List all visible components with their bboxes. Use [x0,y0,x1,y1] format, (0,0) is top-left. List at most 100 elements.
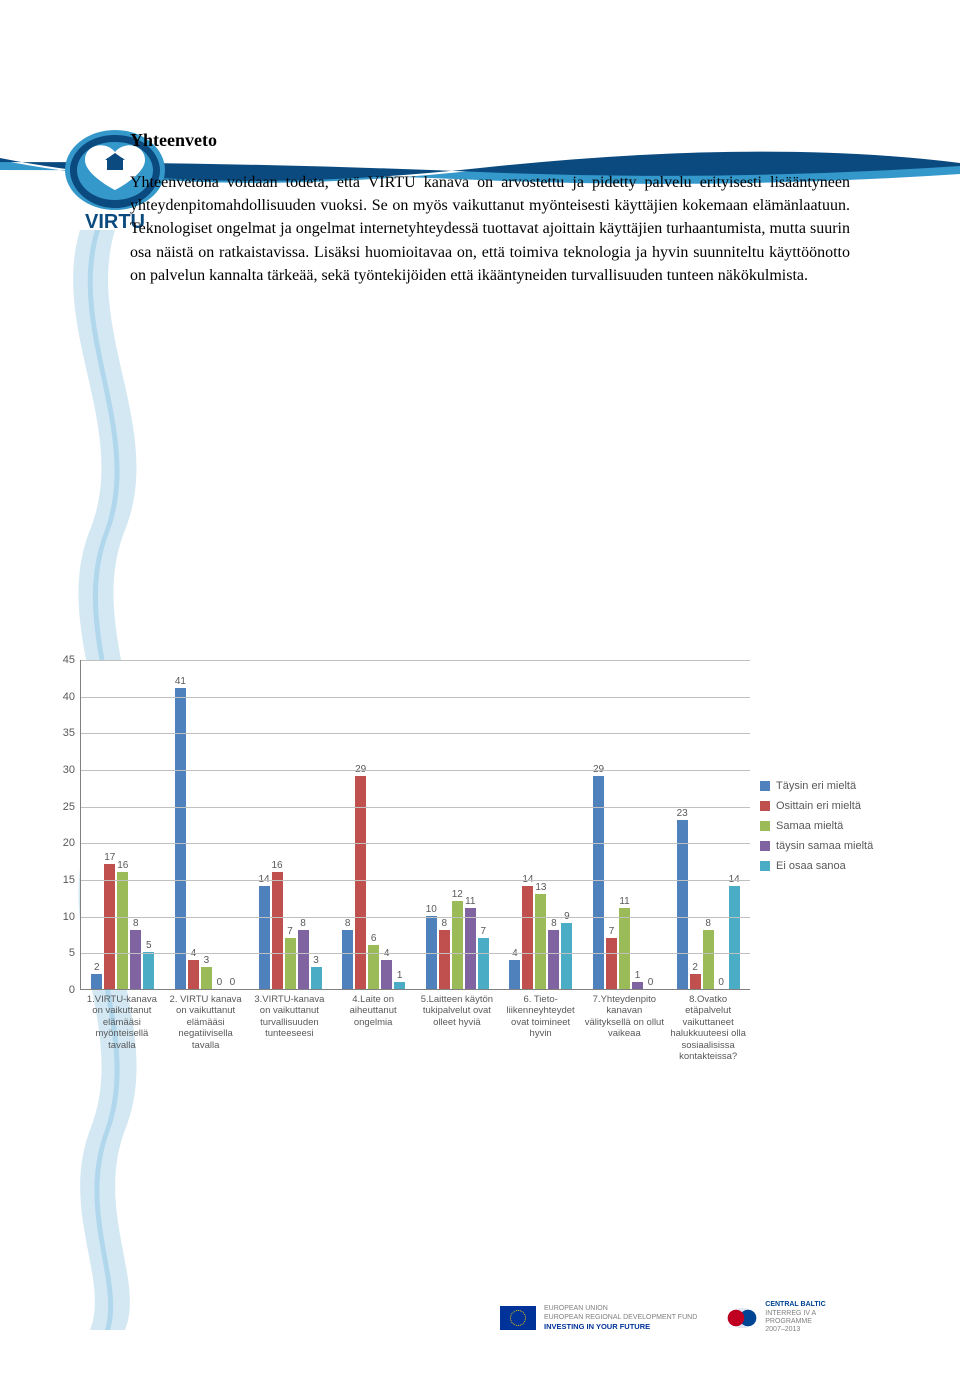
footer-logos: EUROPEAN UNION EUROPEAN REGIONAL DEVELOP… [500,1288,880,1348]
grid-line [81,660,750,661]
bar-value-label: 8 [345,918,351,930]
y-tick: 15 [63,874,81,886]
bar: 11 [465,908,476,989]
bar: 8 [548,930,559,989]
bar-value-label: 8 [133,918,139,930]
grid-line [81,770,750,771]
summary-paragraph: Yhteenvetona voidaan todeta, että VIRTU … [130,171,850,287]
bar-group: 414300 [165,660,249,989]
bar-value-label: 0 [230,977,236,989]
bar-value-label: 41 [175,676,186,688]
grid-line [81,953,750,954]
y-tick: 25 [63,801,81,813]
bar-value-label: 0 [217,977,223,989]
eu-line1: EUROPEAN UNION [544,1305,697,1313]
bar-value-label: 0 [718,977,724,989]
eu-line3: INVESTING IN YOUR FUTURE [544,1322,697,1331]
bar: 3 [311,967,322,989]
bar: 11 [619,908,630,989]
grid-line [81,880,750,881]
bar-group: 2328014 [666,660,750,989]
legend: Täysin eri mieltäOsittain eri mieltäSama… [760,660,930,1095]
legend-item: täysin samaa mieltä [760,840,930,852]
y-tick: 5 [69,947,81,959]
bar-value-label: 7 [481,926,487,938]
bar: 2 [91,974,102,989]
bar: 7 [478,938,489,989]
y-tick: 10 [63,911,81,923]
bar-value-label: 1 [635,970,641,982]
bar-value-label: 8 [300,918,306,930]
bar: 13 [535,894,546,989]
bar-value-label: 2 [94,962,100,974]
bar: 16 [117,872,128,989]
y-tick: 30 [63,764,81,776]
bar: 14 [729,886,740,989]
legend-swatch [760,801,770,811]
bar-value-label: 13 [535,882,546,894]
eu-logo-block: EUROPEAN UNION EUROPEAN REGIONAL DEVELOP… [500,1305,697,1331]
eu-flag-icon [500,1306,536,1330]
bar: 29 [593,776,604,989]
bar-value-label: 10 [426,904,437,916]
x-label: 8.Ovatko etäpalvelut vaikuttaneet halukk… [666,994,750,1062]
bar: 4 [381,960,392,989]
bar-value-label: 1 [397,970,403,982]
legend-swatch [760,821,770,831]
bar: 23 [677,820,688,989]
y-tick: 45 [63,654,81,666]
bar: 16 [272,872,283,989]
bar-value-label: 6 [371,933,377,945]
y-tick: 40 [63,691,81,703]
x-axis-labels: 1.VIRTU-kanava on vaikuttanut elämääsi m… [80,994,750,1062]
bar: 8 [439,930,450,989]
bar-value-label: 0 [648,977,654,989]
grid-line [81,697,750,698]
legend-label: täysin samaa mieltä [776,840,873,852]
bar: 3 [201,967,212,989]
bar-value-label: 8 [705,918,711,930]
legend-label: Ei osaa sanoa [776,860,846,872]
bar: 12 [452,901,463,989]
bar: 2 [690,974,701,989]
content: Yhteenveto Yhteenvetona voidaan todeta, … [130,130,850,287]
bar-value-label: 8 [442,918,448,930]
legend-label: Täysin eri mieltä [776,780,856,792]
bar: 14 [259,886,270,989]
eu-line2: EUROPEAN REGIONAL DEVELOPMENT FUND [544,1314,697,1322]
bar-value-label: 12 [452,889,463,901]
bar-value-label: 11 [465,896,475,908]
bar-value-label: 5 [146,940,152,952]
bar: 7 [285,938,296,989]
bar-group: 10812117 [416,660,500,989]
bar: 8 [703,930,714,989]
bar: 4 [188,960,199,989]
x-label: 4.Laite on aiheuttanut ongelmia [331,994,415,1062]
bar: 8 [342,930,353,989]
bar-value-label: 2 [692,962,698,974]
bar-value-label: 16 [117,860,128,872]
y-tick: 20 [63,837,81,849]
bar: 8 [298,930,309,989]
bar-value-label: 17 [104,852,115,864]
bar: 5 [143,952,154,989]
bar-value-label: 8 [551,918,557,930]
bar: 1 [632,982,643,989]
bar-value-label: 3 [313,955,319,967]
plot-area: 2171685414300141678382964110812117414138… [80,660,750,990]
legend-swatch [760,841,770,851]
survey-bar-chart: 2171685414300141678382964110812117414138… [40,660,940,1095]
cb-line3: PROGRAMME [765,1318,825,1326]
legend-item: Täysin eri mieltä [760,780,930,792]
legend-item: Ei osaa sanoa [760,860,930,872]
bar-value-label: 16 [272,860,283,872]
grid-line [81,733,750,734]
bar-group: 2971110 [583,660,667,989]
grid-line [81,807,750,808]
bar: 1 [394,982,405,989]
legend-swatch [760,781,770,791]
legend-swatch [760,861,770,871]
central-baltic-icon [727,1308,757,1328]
bar: 7 [606,938,617,989]
x-label: 5.Laitteen käytön tukipalvelut ovat olle… [415,994,499,1062]
